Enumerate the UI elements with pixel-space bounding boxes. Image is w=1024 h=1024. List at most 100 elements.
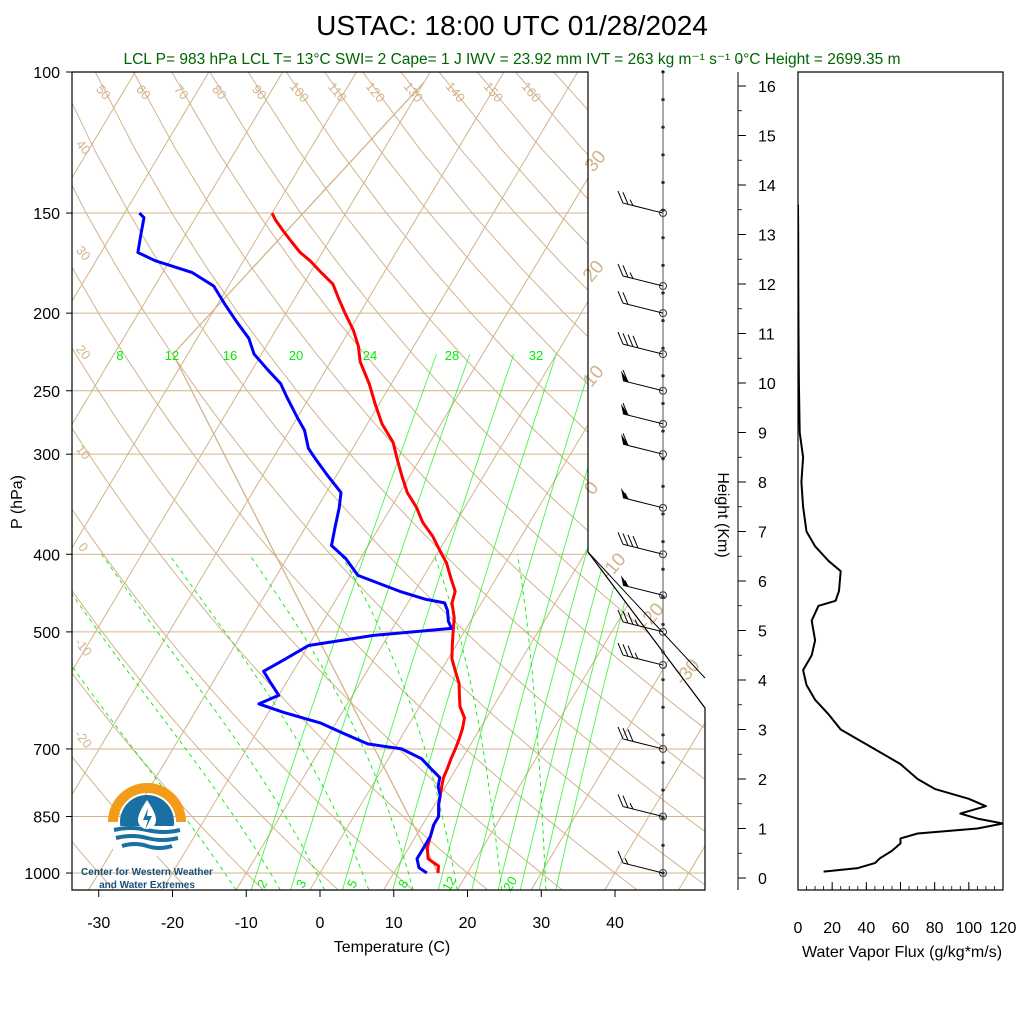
p-tick-label: 300 xyxy=(33,447,60,464)
dry-adiabat xyxy=(72,72,489,890)
barb-shaft xyxy=(622,621,664,633)
p-tick-label: 850 xyxy=(33,809,60,826)
moist-adiabat xyxy=(248,554,414,890)
barb-flag xyxy=(632,335,639,349)
dry-adiabat xyxy=(72,72,339,890)
isotherm-label: 0 xyxy=(75,540,91,555)
moist-adiabat xyxy=(340,554,458,890)
p-tick-label: 500 xyxy=(33,625,60,642)
logo-bolt-icon xyxy=(143,808,152,830)
logo-text-line1: Center for Western Weather xyxy=(81,867,213,878)
height-tick-label: 9 xyxy=(758,426,767,443)
height-tick-label: 4 xyxy=(758,673,767,690)
flux-x-tick-label: 80 xyxy=(926,920,944,937)
skewt-traces xyxy=(136,212,466,875)
isotherm-label: 10 xyxy=(73,442,94,463)
mixing-ratio-label: 8 xyxy=(116,348,123,363)
dry-adiabat xyxy=(362,72,705,890)
mixing-ratio-line xyxy=(497,353,645,890)
mixing-ratio-label: 12 xyxy=(439,874,459,894)
moist-adiabat xyxy=(517,554,547,890)
parcel-path xyxy=(172,81,439,874)
barb-half-flag xyxy=(624,858,629,865)
isotherm-label: 30 xyxy=(581,147,611,177)
barb-flag xyxy=(622,292,629,305)
height-tick-label: 8 xyxy=(758,475,767,492)
barb-flag xyxy=(617,532,624,545)
barb-flag xyxy=(622,533,629,546)
dry-adiabat xyxy=(72,72,705,890)
barb-flag xyxy=(622,402,629,416)
barb-flag xyxy=(617,609,624,623)
barb-shaft xyxy=(622,380,664,392)
x-tick-label: 20 xyxy=(459,915,477,932)
height-tick-label: 5 xyxy=(758,624,767,641)
mixing-ratio-line xyxy=(392,353,557,890)
height-tick-label: 10 xyxy=(758,376,776,393)
dry-adiabat xyxy=(171,72,705,890)
isotherm-label: 40 xyxy=(73,137,94,158)
barb-shaft xyxy=(622,806,664,817)
isotherm-label: 30 xyxy=(73,243,94,264)
dry-adiabat xyxy=(72,72,414,890)
chart-title: USTAC: 18:00 UTC 01/28/2024 xyxy=(316,10,708,41)
isotherm-line xyxy=(72,72,357,890)
skewt-axes: -30 -20 -10 0 10 20 30 401000850700500400300250… xyxy=(9,65,624,956)
dry-adiabat-label: 140 xyxy=(443,79,468,105)
height-tick-label: 2 xyxy=(758,772,767,789)
flux-x-tick-label: 40 xyxy=(857,920,875,937)
mixing-ratio-line xyxy=(290,353,471,890)
flux-trace xyxy=(798,204,1003,873)
barb-half-flag xyxy=(629,199,634,206)
barb-flag xyxy=(617,642,624,656)
mixing-ratio-label: 16 xyxy=(223,348,237,363)
moist-adiabat xyxy=(168,554,370,890)
moist-adiabat xyxy=(72,554,281,890)
dry-adiabat xyxy=(285,72,705,890)
barb-half-flag xyxy=(629,802,634,810)
x-tick-label: 10 xyxy=(385,915,403,932)
dry-adiabat xyxy=(72,72,705,890)
dewpoint-trace xyxy=(136,212,453,875)
mixing-ratio-label: 28 xyxy=(445,348,459,363)
isotherm-label: 20 xyxy=(579,257,609,287)
flux-x-tick-label: 100 xyxy=(955,920,982,937)
barb-flag xyxy=(632,535,639,549)
skewt-frame xyxy=(71,71,706,891)
barb-flag xyxy=(617,850,624,864)
skewt-border xyxy=(71,71,706,891)
height-tick-label: 14 xyxy=(758,178,776,195)
barb-flag xyxy=(622,369,629,383)
barb-flag xyxy=(622,265,629,278)
mixing-ratio-label: 2 xyxy=(254,877,271,891)
dry-adiabat xyxy=(72,72,264,890)
dry-adiabat xyxy=(247,72,705,890)
dry-adiabat-label: 110 xyxy=(325,79,350,105)
flux-x-tick-label: 60 xyxy=(892,920,910,937)
p-tick-label: 150 xyxy=(33,206,60,223)
chart-subtitle: LCL P= 983 hPa LCL T= 13°C SWI= 2 Cape= … xyxy=(123,51,900,68)
isotherm-line xyxy=(161,72,652,890)
barb-flag xyxy=(622,644,629,657)
height-tick-label: 13 xyxy=(758,228,776,245)
logo-wave-1 xyxy=(113,826,181,834)
mixing-ratio-line xyxy=(471,353,623,890)
barb-half-flag xyxy=(624,580,629,587)
barb-shaft xyxy=(622,497,664,509)
x-tick-label: 40 xyxy=(606,915,624,932)
barb-flag xyxy=(617,263,624,277)
isotherm-line xyxy=(72,72,210,890)
mixing-ratio-label: 5 xyxy=(344,877,361,891)
isotherm-label: 0 xyxy=(580,478,603,500)
isotherm-line xyxy=(604,72,705,890)
barb-flag xyxy=(627,334,634,347)
height-axis-label: Height (Km) xyxy=(714,472,731,557)
barb-flag xyxy=(622,192,629,205)
barb-shaft xyxy=(622,302,664,314)
skewt-diagonal xyxy=(587,551,706,679)
dry-adiabat-label: 100 xyxy=(287,79,312,105)
barb-shaft xyxy=(622,543,664,555)
logo-wave-2 xyxy=(115,834,179,842)
